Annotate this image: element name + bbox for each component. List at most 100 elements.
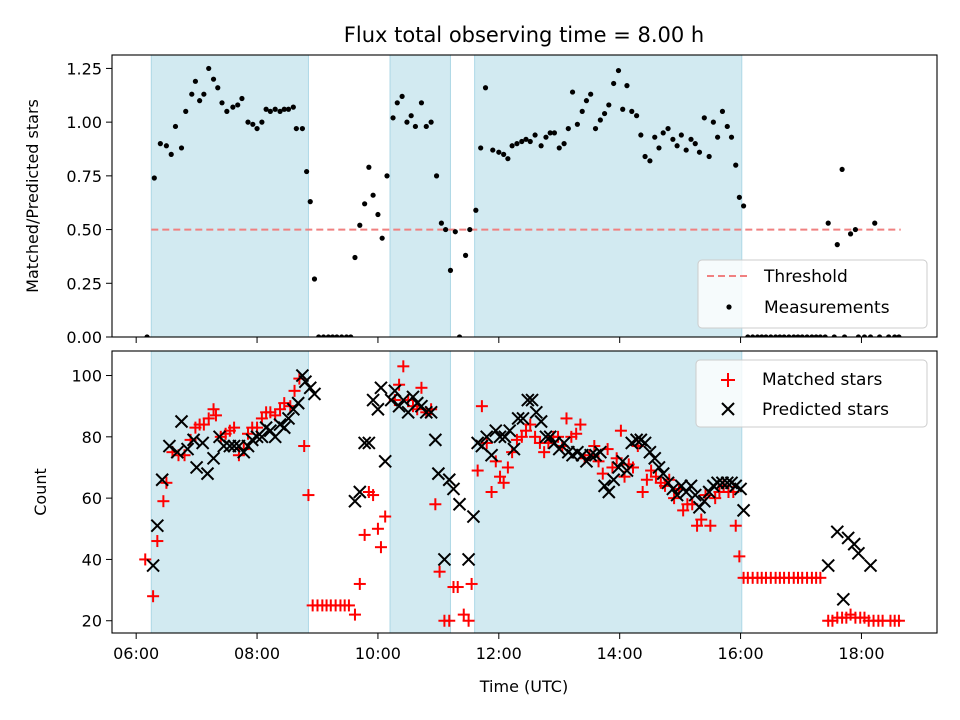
measurement-point (620, 106, 626, 112)
measurement-point (733, 162, 739, 168)
top-panel: 0.00 0.25 0.50 0.75 1.00 1.25 Matched/Predict… (23, 54, 938, 347)
predicted-star-point (557, 436, 571, 450)
x-stroke (511, 411, 525, 426)
measurement-point (795, 334, 801, 337)
measurement-points (144, 65, 902, 337)
x-stroke (419, 405, 433, 420)
measurement-point (505, 156, 511, 162)
matched-star-point (374, 541, 387, 554)
matched-star-point (241, 427, 254, 440)
matched-star-point (228, 421, 241, 434)
y-tick-label: 80 (82, 428, 102, 447)
x-stroke (437, 552, 452, 567)
matched-star-point (397, 360, 410, 373)
x-stroke (392, 399, 406, 413)
predicted-star-point (502, 423, 517, 438)
predicted-star-point (353, 485, 367, 499)
matched-star-point (157, 495, 170, 508)
predicted-star-point (155, 473, 169, 487)
measurement-point (172, 123, 179, 130)
shaded-interval (150, 351, 309, 633)
predicted-star-point (821, 558, 835, 573)
predicted-star-point (516, 411, 530, 426)
x-stroke (710, 476, 725, 490)
measurement-point (660, 130, 666, 136)
measurement-point (404, 119, 410, 125)
measurement-point (710, 119, 716, 125)
measurement-point (304, 168, 310, 175)
predicted-star-point (428, 433, 443, 447)
measurement-point (834, 242, 840, 248)
measurement-point (478, 145, 484, 151)
x-stroke (534, 414, 548, 429)
matched-star-point (353, 577, 366, 590)
matched-star-point (552, 430, 565, 443)
measurement-point (452, 229, 458, 235)
x-stroke (348, 494, 362, 508)
measurement-point (467, 226, 473, 233)
x-stroke (847, 537, 861, 551)
measurement-point (678, 132, 684, 138)
matched-star-point (494, 470, 507, 483)
top-legend: Threshold Measurements (697, 259, 928, 329)
predicted-star-point (255, 430, 269, 444)
predicted-star-point (206, 451, 221, 465)
predicted-star-point (720, 476, 734, 490)
predicted-star-point (521, 393, 535, 407)
matched-legend-label: Matched stars (762, 370, 882, 390)
predicted-star-point (217, 439, 231, 453)
top-y-axis-label: Matched/Predicted stars (23, 99, 42, 293)
measurement-point (250, 121, 256, 127)
predicted-star-point (583, 448, 598, 462)
predicted-star-point (195, 436, 210, 450)
matched-star-point (691, 519, 704, 532)
x-stroke (480, 430, 494, 444)
top-x-ticks (135, 337, 862, 343)
matched-star-point (489, 455, 502, 468)
matched-star-point (367, 489, 380, 502)
y-tick-label: 0.50 (66, 221, 102, 240)
measurement-point (696, 149, 703, 155)
measurement-point (852, 226, 859, 233)
predicted-star-point (461, 552, 476, 567)
x-tick-label: 10:00 (355, 644, 401, 663)
x-stroke (442, 473, 456, 487)
predicted-star-point (150, 519, 165, 533)
measurement-point (490, 147, 496, 153)
measurement-point (759, 334, 765, 337)
measurement-point (390, 115, 396, 121)
x-stroke (620, 463, 634, 478)
measurement-point (886, 334, 892, 337)
measurement-point (245, 119, 251, 125)
x-stroke (428, 433, 443, 447)
x-stroke (638, 436, 652, 450)
bottom-y-axis-label: Count (31, 468, 50, 516)
predicted-star-point (539, 430, 553, 444)
y-tick-label: 60 (82, 489, 102, 508)
measurement-point (652, 134, 658, 140)
predicted-star-point (529, 405, 543, 420)
matched-star-point (288, 384, 301, 397)
y-tick-label: 0.00 (66, 328, 102, 347)
matched-star-point (677, 504, 690, 517)
predicted-star-point (629, 433, 644, 447)
measurement-point (523, 136, 529, 142)
predicted-star-point (656, 466, 670, 481)
measurement-point (259, 119, 265, 125)
x-stroke (583, 448, 598, 462)
predicted-star-point (648, 451, 662, 465)
predicted-star-point (602, 485, 616, 499)
measurement-point (375, 211, 381, 218)
measurement-point (384, 173, 390, 179)
predicted-star-point (170, 445, 184, 459)
measurement-point (634, 113, 640, 119)
x-stroke (466, 509, 481, 524)
x-stroke (516, 411, 530, 426)
measurement-point (872, 220, 878, 226)
x-axis-label: Time (UTC) (479, 677, 568, 696)
measurement-point (624, 83, 630, 89)
measurement-point (773, 334, 779, 337)
measurement-point (206, 65, 212, 72)
x-stroke (670, 488, 684, 502)
x-stroke (557, 436, 571, 450)
